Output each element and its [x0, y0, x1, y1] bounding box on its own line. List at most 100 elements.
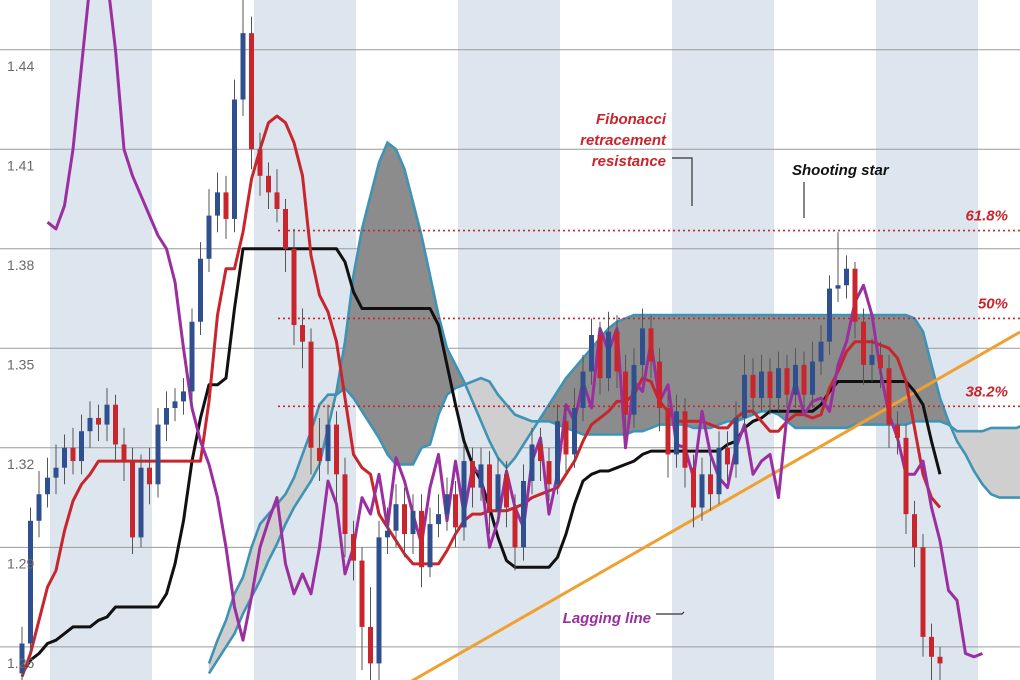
candle-body	[546, 461, 552, 485]
candle	[249, 16, 254, 170]
cloud-segment	[1007, 427, 1017, 498]
candle-body	[28, 520, 33, 644]
candle	[546, 447, 552, 501]
candle	[376, 520, 382, 680]
band-2	[458, 0, 560, 680]
candle-body	[368, 626, 373, 664]
candle-body	[818, 341, 824, 362]
candle	[291, 228, 297, 345]
candle-body	[436, 514, 441, 525]
fib-label-1: 50%	[978, 295, 1008, 312]
candle	[665, 394, 671, 478]
cloud-segment	[370, 162, 380, 439]
candle-body	[410, 510, 416, 535]
candle	[827, 275, 832, 355]
candle-body	[555, 421, 560, 485]
cloud-segment	[990, 427, 1000, 499]
candle-body	[512, 507, 518, 548]
candle	[385, 507, 390, 554]
candle-body	[793, 364, 798, 395]
candle-body	[385, 530, 390, 538]
candle	[198, 242, 203, 336]
candle-body	[767, 371, 773, 399]
candle-body	[172, 401, 178, 408]
candle-body	[62, 447, 67, 468]
cloud-segment	[676, 314, 686, 425]
candle-body	[648, 328, 654, 362]
band-0	[50, 0, 152, 680]
cloud-segment	[395, 149, 405, 465]
leading-span-b	[207, 140, 1020, 675]
candle-body	[861, 321, 866, 365]
fib-label-0: 61.8%	[965, 208, 1008, 225]
cloud-segment	[710, 314, 720, 429]
candle	[589, 318, 594, 385]
candle	[104, 388, 110, 442]
candle-body	[580, 371, 586, 408]
candle-body	[835, 285, 841, 289]
candle	[334, 411, 339, 501]
candle-body	[419, 510, 424, 568]
candle	[623, 354, 628, 435]
candle	[232, 79, 237, 233]
annotations: Fibonacci retracement resistance Shooting s…	[563, 111, 890, 627]
y-tick-label-2: 1.38	[7, 257, 34, 273]
candle	[606, 311, 611, 392]
candle-body	[96, 417, 101, 425]
candle	[113, 394, 118, 462]
candle-body	[716, 447, 722, 495]
y-tick-label-5: 1.29	[7, 555, 34, 571]
candle-body	[487, 464, 492, 511]
candle	[164, 391, 169, 442]
candle	[45, 457, 50, 508]
fibonacci-pointer	[672, 157, 693, 206]
candle-body	[181, 391, 186, 402]
candle	[53, 444, 59, 495]
candle-body	[903, 437, 909, 515]
candle-body	[283, 208, 288, 249]
cloud-segment	[378, 142, 388, 455]
candle	[300, 308, 305, 369]
candle	[657, 348, 662, 432]
cloud-segment	[769, 314, 779, 416]
candle-body	[801, 364, 807, 395]
candle	[835, 232, 841, 302]
candle	[155, 408, 161, 498]
candle-body	[478, 464, 484, 488]
candle	[861, 308, 866, 385]
fibonacci-levels: 61.8% 50% 38.2%	[278, 208, 1020, 408]
candle-body	[223, 192, 229, 219]
candle-body	[733, 417, 739, 465]
candle	[793, 348, 798, 408]
candle	[351, 520, 356, 581]
y-tick-label-4: 1.32	[7, 456, 34, 472]
candle	[325, 404, 331, 475]
candle-body	[869, 354, 875, 365]
candle-body	[589, 335, 594, 372]
candle	[716, 431, 722, 505]
candle	[79, 414, 84, 475]
candle-body	[810, 361, 815, 395]
candle-body	[920, 547, 926, 637]
candle	[708, 457, 713, 511]
candle	[359, 547, 365, 671]
candle	[470, 447, 475, 508]
candle-body	[929, 636, 934, 657]
candle-body	[155, 424, 161, 485]
candle-body	[572, 408, 577, 455]
candle-body	[87, 417, 93, 432]
candle	[886, 354, 892, 448]
candle-body	[640, 328, 645, 365]
candle	[478, 447, 484, 501]
candle-body	[529, 444, 535, 481]
candle	[427, 507, 433, 578]
candle	[257, 132, 263, 196]
candle	[538, 427, 543, 481]
candle-body	[164, 408, 169, 425]
candle-body	[147, 467, 152, 485]
candle	[419, 494, 424, 588]
candle	[529, 427, 535, 495]
candle	[580, 354, 586, 422]
candle	[682, 398, 688, 488]
